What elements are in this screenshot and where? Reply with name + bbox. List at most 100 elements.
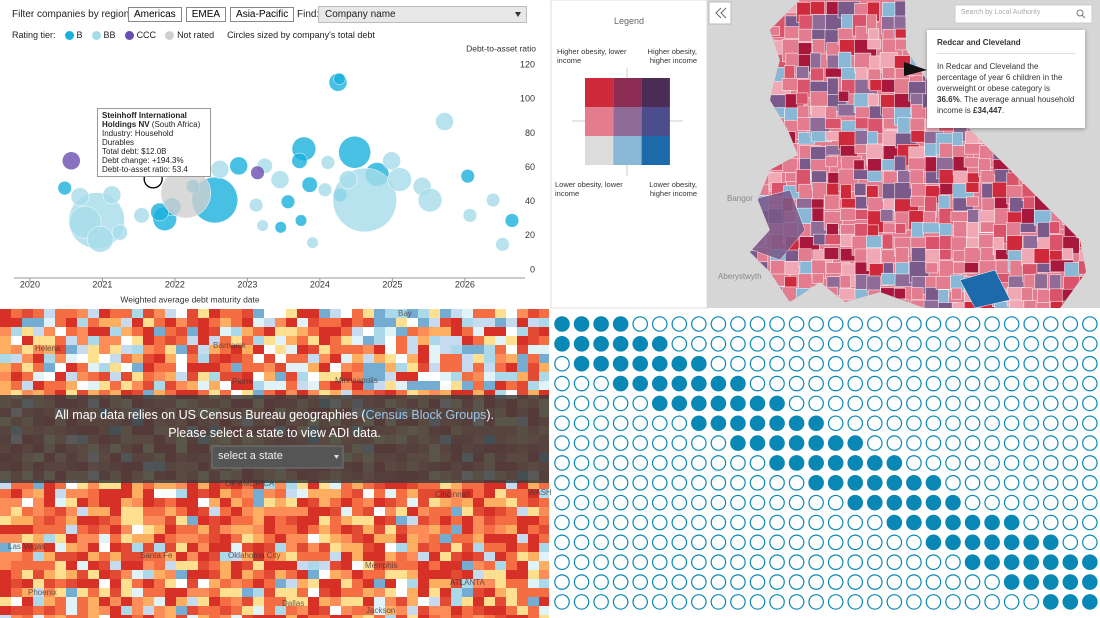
block-group bbox=[121, 552, 137, 563]
empty-dot bbox=[847, 554, 864, 570]
block-group bbox=[143, 507, 155, 517]
region bbox=[924, 143, 938, 157]
empty-dot bbox=[866, 554, 883, 570]
empty-dot bbox=[651, 415, 668, 432]
block-group bbox=[330, 363, 342, 375]
block-group bbox=[88, 588, 102, 598]
empty-dot bbox=[1062, 336, 1079, 352]
empty-dot bbox=[593, 574, 609, 590]
collapse-button[interactable] bbox=[708, 1, 732, 25]
empty-dot bbox=[554, 554, 570, 570]
empty-dot bbox=[1042, 474, 1059, 491]
state-select[interactable] bbox=[211, 445, 344, 469]
block-group bbox=[33, 327, 47, 339]
block-group bbox=[473, 507, 489, 518]
census-link[interactable]: Census Block Groups bbox=[365, 408, 487, 422]
block-group bbox=[55, 615, 68, 618]
block-group bbox=[44, 309, 59, 319]
empty-dot bbox=[925, 594, 942, 610]
empty-dot bbox=[827, 574, 844, 590]
popup-text: . The average annual household income is bbox=[937, 95, 1075, 115]
empty-dot bbox=[964, 415, 981, 432]
block-group bbox=[484, 543, 500, 554]
empty-dot bbox=[769, 474, 785, 491]
bubble bbox=[387, 167, 412, 192]
empty-dot bbox=[906, 574, 922, 590]
region bbox=[965, 182, 980, 193]
block-group bbox=[539, 606, 549, 617]
block-group bbox=[55, 606, 70, 618]
block-group bbox=[429, 534, 445, 544]
block-group bbox=[242, 588, 258, 598]
filled-dot bbox=[749, 395, 766, 412]
filled-dot bbox=[573, 355, 590, 372]
y-tick-label: 120 bbox=[520, 60, 535, 70]
block-group bbox=[297, 480, 310, 492]
block-group bbox=[99, 354, 111, 364]
bubble bbox=[504, 213, 520, 228]
empty-dot bbox=[710, 316, 727, 332]
region bbox=[893, 288, 906, 300]
region-button[interactable]: Americas bbox=[128, 7, 182, 22]
block-group bbox=[462, 597, 477, 607]
filled-dot bbox=[1082, 594, 1098, 610]
empty-dot bbox=[945, 455, 961, 471]
block-group bbox=[88, 381, 103, 392]
block-group bbox=[121, 516, 136, 528]
empty-dot bbox=[651, 474, 668, 491]
block-group bbox=[462, 345, 477, 357]
region-button[interactable]: EMEA bbox=[185, 7, 227, 22]
block-group bbox=[352, 597, 365, 607]
block-group bbox=[506, 327, 519, 338]
company-select[interactable]: Company name bbox=[318, 6, 527, 23]
block-group bbox=[297, 534, 309, 546]
block-group bbox=[264, 534, 277, 544]
empty-dot bbox=[710, 435, 727, 451]
block-group bbox=[110, 318, 122, 330]
empty-dot bbox=[847, 415, 864, 432]
block-group bbox=[451, 579, 467, 591]
empty-dot bbox=[925, 574, 942, 590]
bubble bbox=[317, 182, 333, 197]
block-group bbox=[297, 309, 310, 319]
block-group bbox=[132, 543, 144, 555]
block-group bbox=[308, 318, 323, 329]
block-group bbox=[429, 489, 442, 501]
block-group bbox=[407, 597, 419, 608]
block-group bbox=[143, 354, 156, 364]
block-group bbox=[396, 615, 410, 618]
region-button[interactable]: Asia-Pacific bbox=[230, 7, 295, 22]
block-group bbox=[385, 615, 397, 618]
block-group bbox=[517, 372, 530, 382]
block-group bbox=[66, 597, 80, 608]
block-group bbox=[429, 381, 445, 393]
empty-dot bbox=[925, 415, 942, 432]
block-group bbox=[22, 363, 38, 374]
block-group bbox=[286, 597, 299, 607]
region bbox=[796, 66, 809, 79]
block-group bbox=[242, 480, 258, 491]
block-group bbox=[352, 345, 366, 355]
filled-dot bbox=[593, 316, 609, 332]
empty-dot bbox=[730, 355, 746, 372]
search-box[interactable] bbox=[954, 4, 1093, 24]
block-group bbox=[385, 354, 397, 365]
block-group bbox=[165, 381, 181, 392]
empty-dot bbox=[964, 594, 981, 610]
block-group bbox=[286, 345, 301, 357]
block-group bbox=[429, 588, 443, 600]
block-group bbox=[77, 318, 93, 330]
block-group bbox=[44, 597, 56, 610]
popup-value: £34,447 bbox=[973, 106, 1002, 115]
block-group bbox=[473, 552, 486, 562]
filled-dot bbox=[1003, 514, 1020, 531]
empty-dot bbox=[730, 336, 746, 352]
legend-label: B bbox=[76, 30, 83, 40]
place-label: Minneapolis bbox=[335, 376, 378, 385]
empty-dot bbox=[945, 554, 961, 570]
block-group bbox=[253, 543, 269, 555]
block-group bbox=[165, 606, 180, 617]
block-group bbox=[286, 525, 300, 535]
filled-dot bbox=[710, 375, 727, 392]
block-group bbox=[451, 498, 466, 509]
